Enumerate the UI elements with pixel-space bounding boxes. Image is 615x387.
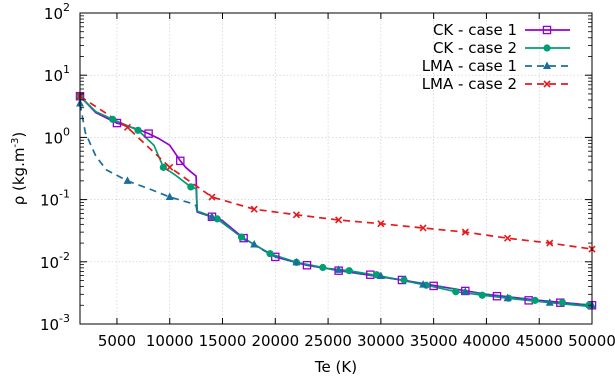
series-markers [75, 91, 597, 310]
y-tick-label: 10-3 [40, 312, 70, 334]
data-point-ck-case-1 [176, 156, 185, 166]
legend-marker-ck-case-1 [542, 25, 552, 35]
x-tick-label: 20000 [251, 332, 299, 350]
y-tick-label: 102 [44, 1, 70, 23]
data-point-ck-case-2 [478, 291, 486, 299]
y-axis-label-main: ρ (kg.m [10, 148, 28, 206]
data-point-ck-case-2 [237, 233, 246, 241]
data-point-lma-case-2 [503, 234, 512, 242]
legend-marker-lma-case-2 [543, 80, 551, 88]
data-point-ck-case-2 [266, 250, 274, 258]
data-point-lma-case-2 [166, 163, 174, 171]
x-tick-labels: 5000 10000 15000 20000 25000 30000 35000 40000 4… [98, 332, 615, 350]
data-point-lma-case-1 [334, 265, 343, 273]
x-tick-label: 10000 [146, 332, 194, 350]
x-tick-label: 50000 [568, 332, 615, 350]
data-point-ck-case-2 [400, 276, 408, 284]
data-point-lma-case-2 [123, 123, 132, 131]
x-tick-label: 15000 [199, 332, 247, 350]
data-point-lma-case-2 [461, 228, 469, 236]
y-tick-labels: 10-3 10-2 10-1 100 101 102 [40, 1, 70, 334]
y-axis-label-sup: -3 [10, 138, 21, 148]
legend-marker-ck-case-2 [543, 44, 551, 52]
data-point-ck-case-2 [187, 183, 195, 191]
x-tick-label: 30000 [357, 332, 405, 350]
data-point-lma-case-2 [208, 193, 216, 201]
x-tick-label: 5000 [98, 332, 136, 350]
data-point-lma-case-1 [292, 257, 301, 266]
data-point-lma-case-2 [546, 239, 554, 247]
legend-label-lma-case-1: LMA - case 1 [422, 57, 517, 75]
data-point-lma-case-1 [461, 287, 470, 295]
series-line-lma-case-2 [79, 95, 593, 250]
x-tick-label: 25000 [304, 332, 352, 350]
data-point-ck-case-2 [319, 263, 327, 272]
data-point-lma-case-1 [419, 280, 428, 288]
plot-frame [79, 12, 593, 325]
data-point-ck-case-2 [531, 296, 539, 304]
legend-marker-lma-case-1 [543, 61, 551, 69]
data-point-lma-case-1 [250, 239, 259, 248]
data-point-lma-case-1 [545, 298, 554, 306]
y-tick-label: 10-2 [40, 250, 70, 272]
data-point-lma-case-2 [377, 220, 385, 228]
y-tick-label: 100 [44, 125, 70, 147]
y-tick-label: 10-1 [40, 188, 70, 210]
x-tick-label: 35000 [410, 332, 458, 350]
y-axis-label: ρ (kg.m-3) [10, 132, 28, 206]
data-point-ck-case-2 [109, 115, 117, 123]
x-tick-label: 40000 [463, 332, 511, 350]
y-axis-label-close: ) [10, 132, 28, 138]
y-tick-label: 101 [44, 63, 70, 85]
axis-ticks [80, 12, 593, 325]
data-point-ck-case-2 [345, 267, 353, 275]
data-point-ck-case-2 [213, 215, 221, 223]
data-point-lma-case-2 [292, 211, 300, 219]
data-point-lma-case-1 [207, 212, 216, 220]
legend-label-ck-case-2: CK - case 2 [433, 39, 517, 57]
legend-label-ck-case-1: CK - case 1 [433, 21, 517, 39]
x-tick-label: 45000 [515, 332, 563, 350]
series-curves [79, 95, 593, 308]
data-point-ck-case-1 [492, 291, 502, 301]
series-line-ck-case-2 [79, 95, 593, 308]
legend-label-lma-case-2: LMA - case 2 [422, 75, 517, 93]
x-axis-label: Te (K) [314, 358, 357, 376]
data-point-ck-case-2 [452, 288, 460, 296]
series-line-lma-case-1 [79, 103, 593, 307]
data-point-ck-case-1 [112, 118, 122, 128]
data-point-lma-case-1 [123, 176, 132, 184]
data-point-lma-case-1 [503, 293, 512, 302]
data-point-lma-case-2 [335, 216, 343, 224]
data-point-ck-case-1 [144, 129, 153, 138]
data-point-ck-case-2 [558, 299, 567, 307]
data-point-lma-case-2 [419, 224, 427, 232]
data-point-lma-case-2 [250, 205, 258, 213]
data-point-ck-case-2 [134, 126, 142, 134]
data-point-lma-case-1 [376, 271, 385, 280]
data-point-ck-case-1 [302, 261, 312, 270]
data-point-ck-case-1 [429, 281, 438, 291]
data-point-ck-case-2 [159, 163, 167, 171]
data-point-lma-case-1 [165, 192, 174, 201]
